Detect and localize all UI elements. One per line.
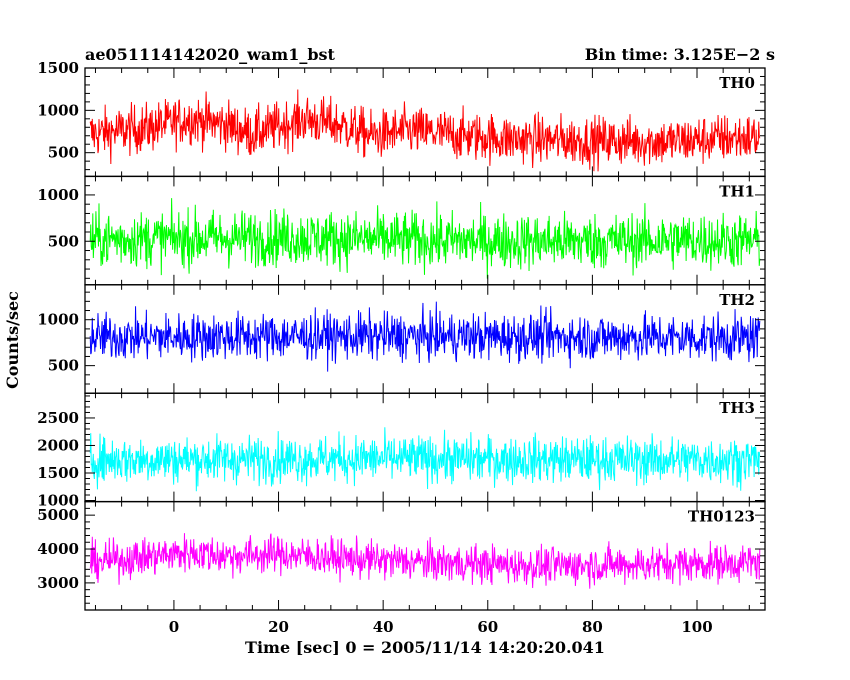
panel-name-label: TH0123 xyxy=(688,508,755,526)
y-tick-label: 1000 xyxy=(37,491,79,509)
panel-name-label: TH1 xyxy=(719,182,755,200)
chart-title: ae051114142020_wam1_bst xyxy=(85,45,336,64)
x-tick-label: 60 xyxy=(477,618,498,636)
y-tick-label: 3000 xyxy=(37,574,79,592)
y-tick-label: 500 xyxy=(48,357,79,375)
x-tick-label: 40 xyxy=(373,618,394,636)
panel-frame xyxy=(84,500,766,611)
panel-th1: 500 1000 TH1 xyxy=(37,175,766,286)
y-tick-label: 1000 xyxy=(37,311,79,329)
y-tick-label: 4000 xyxy=(37,540,79,558)
series-line-th2 xyxy=(89,301,761,372)
y-tick-label: 5000 xyxy=(37,506,79,524)
panel-th0123: 3000 4000 5000 TH0123 xyxy=(37,500,766,611)
x-tick-label: 100 xyxy=(681,618,712,636)
bin-time-label: Bin time: 3.125E−2 s xyxy=(585,45,775,64)
y-axis-label: Counts/sec xyxy=(3,291,22,389)
series-line-th1 xyxy=(89,198,761,279)
x-tick-label: 0 xyxy=(169,618,179,636)
y-tick-label: 500 xyxy=(48,144,79,162)
panel-th3: 1000 1500 2000 2500 TH3 xyxy=(37,392,766,509)
series-line-th0 xyxy=(89,89,761,172)
x-tick-label: 80 xyxy=(582,618,603,636)
panel-name-label: TH0 xyxy=(719,74,755,92)
y-tick-label: 500 xyxy=(48,232,79,250)
y-tick-label: 2000 xyxy=(37,436,79,454)
y-tick-label: 1500 xyxy=(37,59,79,77)
x-axis-label: Time [sec] 0 = 2005/11/14 14:20:20.041 xyxy=(245,638,605,657)
x-tick-label: 20 xyxy=(268,618,289,636)
panel-name-label: TH3 xyxy=(719,399,755,417)
series-line-th3 xyxy=(89,427,761,492)
series-line-th0123 xyxy=(89,533,761,589)
panel-th2: 500 1000 TH2 xyxy=(37,284,766,394)
panel-th0: 500 1000 1500 TH0 xyxy=(37,59,766,178)
y-tick-label: 1000 xyxy=(37,186,79,204)
y-tick-label: 1000 xyxy=(37,101,79,119)
y-tick-label: 1500 xyxy=(37,464,79,482)
y-tick-label: 2500 xyxy=(37,409,79,427)
panel-name-label: TH2 xyxy=(719,291,755,309)
